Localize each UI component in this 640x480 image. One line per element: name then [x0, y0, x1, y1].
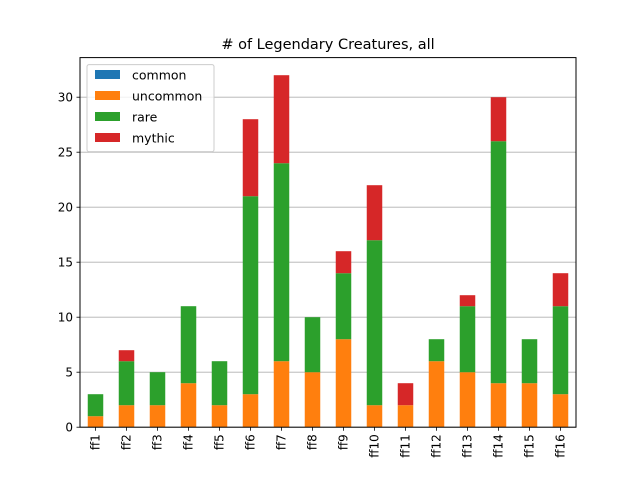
x-tick-label: ff13 [461, 434, 475, 458]
bar-rare-ff13 [459, 306, 476, 373]
bar-uncommon-ff8 [304, 372, 321, 428]
x-tick-label: ff10 [368, 434, 382, 458]
y-axis: 0 5 10 15 20 25 30 [58, 91, 80, 435]
bar-mythic-ff11 [397, 383, 414, 406]
bar-rare-ff12 [428, 339, 445, 362]
bar-mythic-ff16 [552, 273, 569, 307]
y-tick-label: 20 [58, 201, 73, 215]
bar-mythic-ff10 [366, 185, 383, 241]
legend-label-rare: rare [132, 110, 158, 125]
bar-rare-ff7 [273, 163, 290, 362]
legend-swatch-uncommon [95, 91, 120, 100]
bar-uncommon-ff12 [428, 361, 445, 428]
bar-mythic-ff2 [118, 350, 135, 362]
legend-frame [86, 64, 215, 153]
bar-mythic-ff6 [242, 119, 259, 197]
bar-uncommon-ff16 [552, 394, 569, 428]
bar-rare-ff2 [118, 361, 135, 406]
x-axis: ff1 ff2 ff3 ff4 ff5 ff6 ff7 ff8 ff9 ff10 ff11 ff12 f… [89, 427, 568, 458]
y-tick-label: 30 [58, 91, 73, 105]
x-tick-label: ff16 [554, 434, 568, 458]
x-tick-label: ff3 [151, 434, 165, 450]
bar-uncommon-ff1 [87, 416, 104, 428]
bar-rare-ff1 [87, 394, 104, 417]
bar-uncommon-ff10 [366, 405, 383, 428]
y-tick-label: 10 [58, 311, 73, 325]
bar-uncommon-ff2 [118, 405, 135, 428]
bars [87, 75, 569, 428]
legend-swatch-common [95, 70, 120, 79]
x-tick-label: ff2 [120, 434, 134, 450]
bar-rare-ff16 [552, 306, 569, 395]
y-tick-label: 0 [65, 421, 73, 435]
legend-label-common: common [132, 68, 186, 83]
x-tick-label: ff6 [244, 434, 258, 450]
bar-mythic-ff14 [490, 97, 507, 142]
bar-rare-ff4 [180, 306, 197, 384]
legend-swatch-mythic [95, 133, 120, 142]
bar-uncommon-ff4 [180, 383, 197, 428]
x-tick-label: ff4 [182, 434, 196, 450]
plot-frame [79, 57, 577, 428]
y-tick-label: 25 [58, 146, 73, 160]
legend-swatch-rare [95, 112, 120, 121]
x-tick-label: ff1 [89, 434, 103, 450]
bar-mythic-ff9 [335, 251, 352, 274]
legend-label-uncommon: uncommon [132, 89, 202, 104]
x-tick-label: ff11 [399, 434, 413, 458]
x-tick-label: ff12 [430, 434, 444, 458]
bar-rare-ff15 [521, 339, 538, 384]
bar-uncommon-ff3 [149, 405, 166, 428]
y-tick-label: 5 [65, 366, 73, 380]
bar-rare-ff9 [335, 273, 352, 340]
chart-title: # of Legendary Creatures, all [221, 37, 434, 53]
x-tick-label: ff5 [213, 434, 227, 450]
bar-rare-ff3 [149, 372, 166, 406]
legend-label-mythic: mythic [132, 131, 175, 146]
y-tick-label: 15 [58, 256, 73, 270]
bar-uncommon-ff15 [521, 383, 538, 428]
bar-uncommon-ff6 [242, 394, 259, 428]
bar-rare-ff8 [304, 317, 321, 373]
bar-uncommon-ff5 [211, 405, 228, 428]
bar-uncommon-ff11 [397, 405, 414, 428]
bar-rare-ff10 [366, 240, 383, 406]
bar-uncommon-ff7 [273, 361, 290, 428]
bar-mythic-ff13 [459, 295, 476, 307]
x-tick-label: ff9 [337, 434, 351, 450]
bar-rare-ff14 [490, 141, 507, 384]
x-tick-label: ff14 [492, 434, 506, 458]
legend: common uncommon rare mythic [86, 64, 215, 153]
bar-uncommon-ff13 [459, 372, 476, 428]
x-tick-label: ff15 [523, 434, 537, 458]
bar-mythic-ff7 [273, 75, 290, 164]
bar-rare-ff6 [242, 196, 259, 395]
bar-rare-ff5 [211, 361, 228, 406]
bar-uncommon-ff14 [490, 383, 507, 428]
x-tick-label: ff7 [275, 434, 289, 450]
x-tick-label: ff8 [306, 434, 320, 450]
bar-uncommon-ff9 [335, 339, 352, 428]
